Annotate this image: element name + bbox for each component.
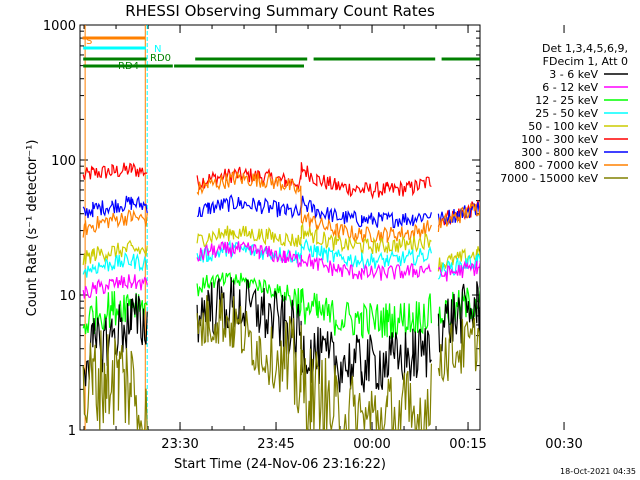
- legend-label: 300 - 800 keV: [521, 146, 598, 159]
- x-tick-label: 00:00: [353, 437, 390, 452]
- legend: Det 1,3,4,5,6,9,FDecim 1, Att 03 - 6 keV…: [500, 42, 628, 185]
- status-segment-label: RD0: [150, 53, 171, 64]
- y-tick-label: 10: [59, 289, 76, 304]
- legend-header: FDecim 1, Att 0: [543, 55, 628, 68]
- y-axis-label: Count Rate (s⁻¹ detector⁻¹): [25, 140, 40, 317]
- legend-label: 50 - 100 keV: [528, 120, 598, 133]
- timestamp-footer: 18-Oct-2021 04:35: [560, 467, 636, 476]
- y-tick-label: 1: [68, 424, 76, 439]
- x-tick-label: 00:30: [545, 437, 582, 452]
- y-tick-label: 1000: [43, 19, 76, 34]
- chart-title: RHESSI Observing Summary Count Rates: [125, 2, 435, 20]
- legend-label: 6 - 12 keV: [542, 81, 598, 94]
- x-axis-label: Start Time (24-Nov-06 23:16:22): [174, 457, 386, 472]
- series-line: [82, 277, 480, 393]
- series-line: [82, 162, 480, 227]
- legend-label: 12 - 25 keV: [535, 94, 598, 107]
- series-line: [82, 238, 480, 280]
- series-line: [82, 292, 480, 430]
- series-line: [82, 194, 480, 229]
- legend-label: 100 - 300 keV: [521, 133, 598, 146]
- legend-label: 7000 - 15000 keV: [500, 172, 598, 185]
- legend-label: 800 - 7000 keV: [514, 159, 598, 172]
- x-tick-label: 23:45: [257, 437, 294, 452]
- series-line: [82, 241, 480, 299]
- x-tick-label: 23:30: [161, 437, 198, 452]
- plot-area: 110100100023:3023:4500:0000:1500:3000:45…: [43, 19, 583, 452]
- series-line: [82, 222, 480, 272]
- legend-header: Det 1,3,4,5,6,9,: [542, 42, 628, 55]
- status-segment-label: RD4: [118, 61, 139, 72]
- legend-label: 25 - 50 keV: [535, 107, 598, 120]
- legend-label: 3 - 6 keV: [549, 68, 598, 81]
- status-segment-label: N: [154, 44, 161, 55]
- y-tick-label: 100: [51, 154, 76, 169]
- data-layer: [82, 25, 480, 430]
- plot-frame: [79, 24, 481, 431]
- x-tick-label: 00:15: [449, 437, 486, 452]
- series-line: [82, 169, 480, 243]
- status-segment-label: S: [86, 36, 92, 47]
